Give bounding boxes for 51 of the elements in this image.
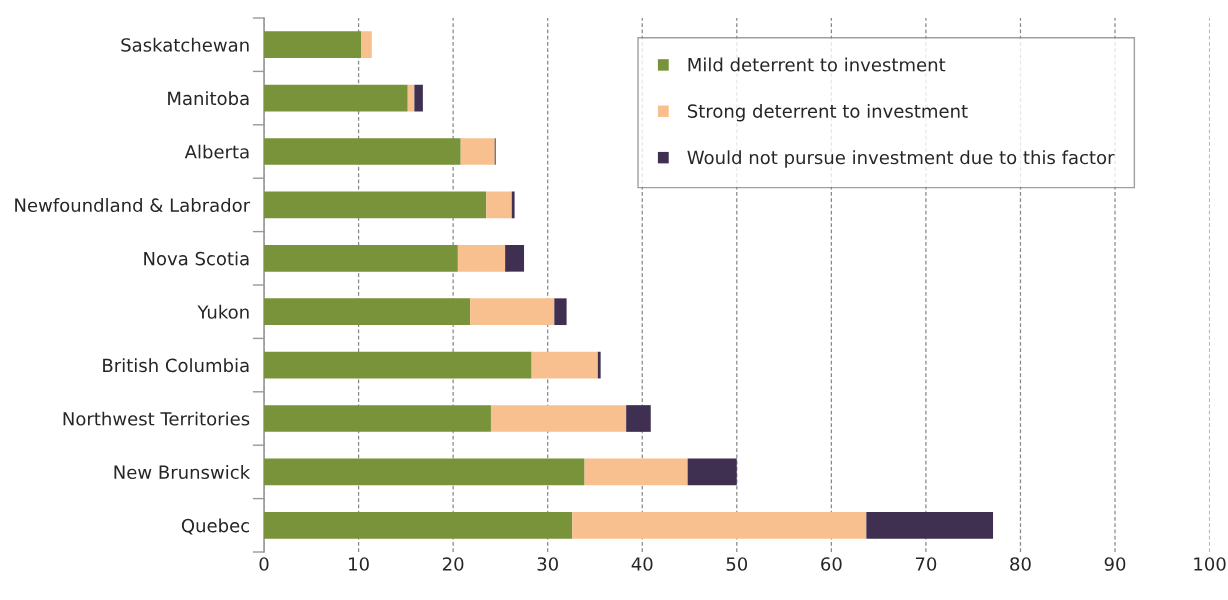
- bar: [264, 511, 573, 539]
- y-tick-label: Yukon: [197, 304, 249, 319]
- bar: [505, 244, 525, 272]
- bar: [490, 405, 627, 432]
- legend-label: Mild deterrent to investment: [688, 57, 946, 72]
- y-tick-label: British Columbia: [103, 358, 249, 373]
- y-tick-label: Nova Scotia: [144, 251, 249, 266]
- bar: [866, 511, 994, 539]
- bar: [470, 298, 555, 326]
- bar: [414, 84, 423, 112]
- bar: [361, 31, 372, 59]
- bar: [264, 351, 532, 379]
- x-tick-label: 60: [821, 557, 842, 571]
- x-tick-label: 50: [726, 557, 748, 571]
- x-tick-label: 70: [915, 557, 937, 571]
- bar: [264, 244, 458, 272]
- x-tick-label: 0: [259, 557, 269, 571]
- legend-label: Strong deterrent to investment: [687, 103, 968, 122]
- bar: [572, 511, 867, 539]
- legend-label: Would not pursue investment due to this factor: [687, 150, 1115, 168]
- bar: [511, 191, 515, 219]
- y-tick-label: Alberta: [184, 144, 249, 159]
- x-tick-label: 80: [1010, 557, 1031, 571]
- bar: [531, 351, 598, 379]
- bar: [264, 298, 471, 326]
- y-tick-label: New Brunswick: [114, 465, 251, 480]
- bar: [264, 458, 585, 486]
- y-tick-label: Saskatchewan: [121, 37, 249, 52]
- y-tick-label: Quebec: [181, 518, 250, 535]
- bar: [626, 405, 651, 432]
- x-tick-label: 40: [631, 557, 653, 571]
- y-tick-label: Newfoundland & Labrador: [15, 198, 251, 213]
- bar: [264, 138, 461, 165]
- bar: [554, 298, 567, 326]
- bar: [264, 84, 408, 112]
- x-tick-label: 20: [442, 557, 464, 571]
- bar: [264, 31, 362, 59]
- y-tick-label: Manitoba: [168, 91, 249, 106]
- bar: [264, 405, 491, 432]
- x-tick-label: 10: [349, 557, 369, 571]
- bar: [486, 191, 512, 219]
- bar: [584, 458, 688, 486]
- y-tick-label: Northwest Territories: [63, 411, 250, 426]
- bar: [597, 351, 601, 379]
- x-tick-label: 100: [1194, 557, 1226, 571]
- bar: [264, 191, 487, 219]
- bar: [457, 244, 506, 272]
- bar: [460, 138, 495, 165]
- x-tick-label: 90: [1104, 557, 1126, 571]
- bar: [687, 458, 737, 486]
- x-tick-label: 30: [537, 557, 558, 571]
